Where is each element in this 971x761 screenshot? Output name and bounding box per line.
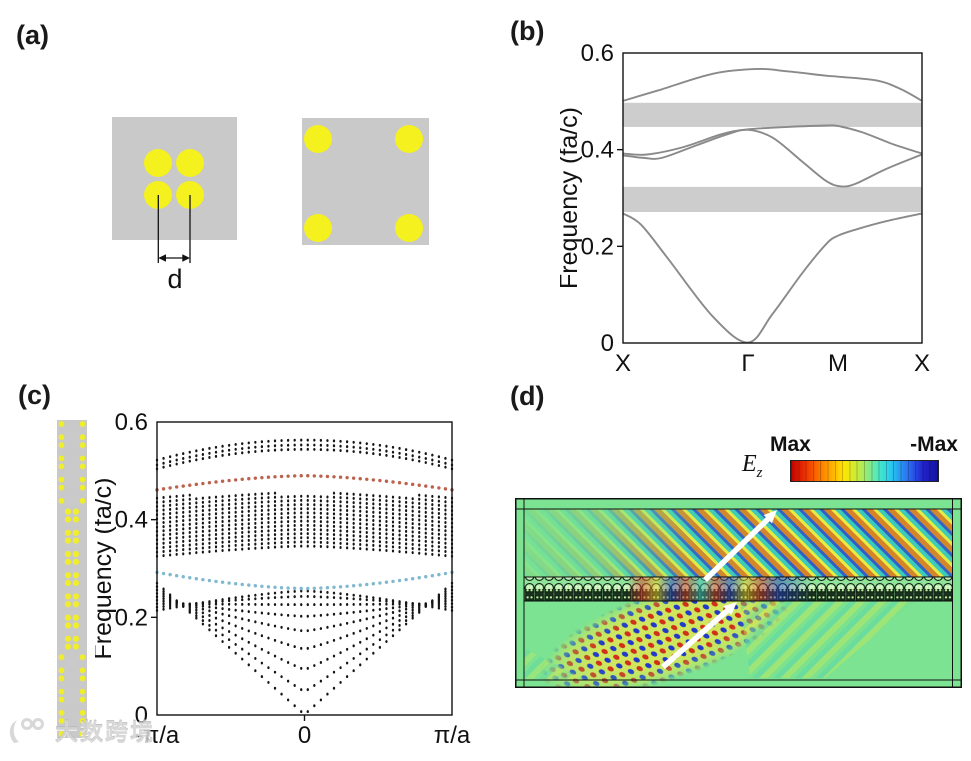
colorbar-max-label: Max: [770, 433, 811, 456]
band-gap: [623, 186, 922, 213]
x-tick-label: M: [828, 350, 848, 377]
field-component-label: Ez: [742, 451, 763, 481]
expanded-cells-region: [57, 653, 87, 738]
x-tick-label: X: [615, 350, 631, 377]
watermark-logo-icon: [9, 718, 44, 743]
air-hole: [176, 149, 204, 177]
waveguide-strip: [524, 576, 952, 602]
colorbar: [790, 460, 939, 482]
x-tick-label: π/a: [434, 722, 471, 749]
y-axis-label: Frequency (fa/c): [95, 477, 117, 659]
y-tick-label: 0.2: [581, 233, 614, 260]
dimension-lines: [157, 195, 191, 263]
projected-bands-dots: [155, 438, 454, 714]
air-hole: [395, 214, 423, 242]
transmitted-beam: [740, 601, 915, 678]
band-2: [622, 128, 923, 188]
bulk-band-structure-chart: 0 0.2 0.4 0.6 X Γ M X Frequency (fa/c): [560, 40, 930, 377]
expanded-cells-region: [57, 420, 87, 505]
lower-interface-state: [155, 570, 454, 591]
y-tick-label: 0: [135, 702, 148, 729]
colorbar-negmax-label: -Max: [910, 433, 958, 456]
panel-d-label: (d): [510, 381, 545, 411]
supercell-strip: [57, 420, 87, 738]
band-1: [622, 212, 923, 344]
y-tick-label: 0.4: [115, 507, 148, 534]
panel-a-label: (a): [16, 20, 49, 50]
propagation-arrow-upper: [703, 510, 777, 582]
upper-interface-state: [155, 474, 454, 492]
side-lobe: [524, 648, 585, 679]
air-hole: [304, 214, 332, 242]
band-gap: [623, 102, 922, 127]
x-tick-label: Γ: [741, 350, 754, 377]
panel-c-label: (c): [18, 380, 51, 410]
band-3: [622, 124, 923, 156]
y-tick-label: 0.2: [115, 604, 148, 631]
field-map: [515, 498, 962, 688]
y-tick-label: 0.4: [581, 137, 614, 164]
panel-b-label: (b): [510, 16, 545, 46]
y-tick-label: 0: [601, 330, 614, 357]
bulk-band-structure-axes: 0 0.2 0.4 0.6 X Γ M X Frequency (fa/c): [560, 40, 930, 377]
x-tick-label: X: [914, 350, 930, 377]
propagation-arrow-lower: [661, 602, 737, 670]
band-4: [622, 67, 923, 102]
air-hole: [395, 125, 423, 153]
air-hole: [144, 149, 172, 177]
bulk-bands: [622, 67, 923, 344]
x-tick-label: -π/a: [135, 722, 180, 749]
distance-label: d: [167, 264, 183, 294]
shrunken-cells-region: [57, 505, 87, 653]
unit-cell-expanded: [302, 118, 429, 245]
x-tick-label: 0: [298, 722, 311, 749]
y-tick-label: 0.6: [115, 409, 148, 436]
refracted-beam: [524, 509, 952, 577]
watermark: 大数跨境: [4, 712, 155, 748]
air-hole: [304, 125, 332, 153]
watermark-text: 大数跨境: [55, 719, 155, 745]
y-axis-label: Frequency (fa/c): [560, 107, 583, 289]
y-tick-label: 0.6: [581, 40, 614, 67]
